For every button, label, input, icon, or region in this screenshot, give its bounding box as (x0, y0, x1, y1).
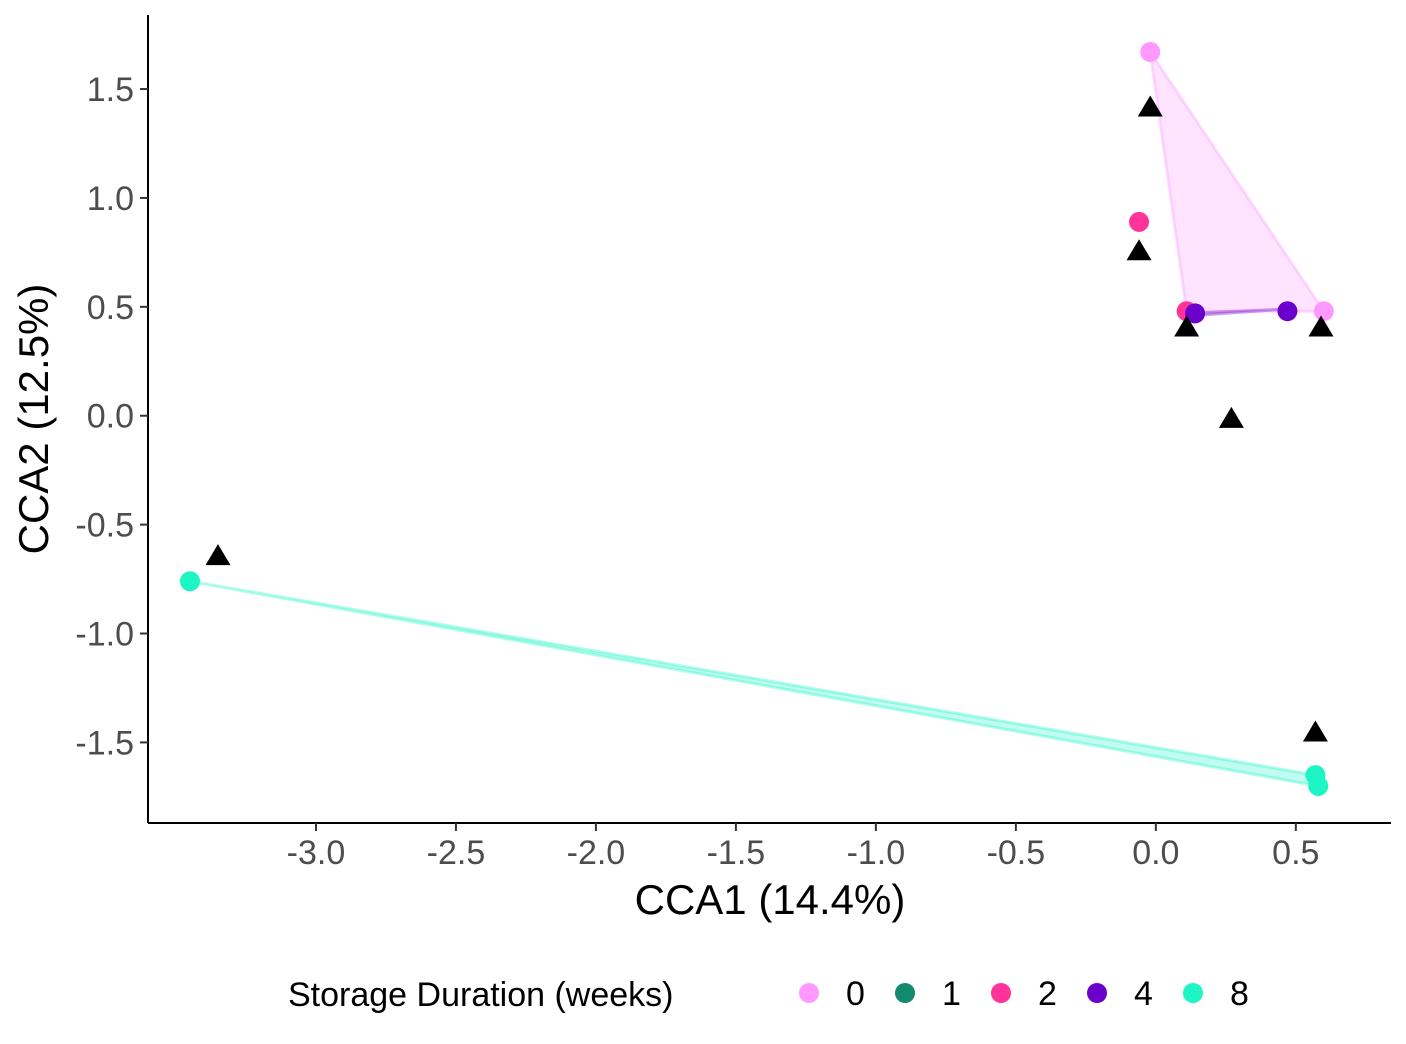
x-tick-label: -1.5 (707, 834, 766, 872)
point-group-4-1 (1277, 301, 1298, 322)
legend-key-8 (1183, 983, 1203, 1003)
y-tick-label: -1.0 (75, 616, 134, 654)
triangle-marker-4 (1218, 406, 1244, 428)
y-tick-label: -0.5 (75, 507, 134, 545)
point-group-0-0 (1140, 42, 1161, 63)
legend-key-0 (799, 983, 819, 1003)
legend-label-0: 0 (846, 975, 865, 1013)
triangle-marker-1 (1126, 239, 1152, 261)
triangle-markers (205, 95, 1334, 742)
legend: Storage Duration (weeks) 0 1 2 4 8 (288, 975, 1249, 1014)
x-tick-label: -3.0 (287, 834, 346, 872)
y-tick-label: 1.0 (87, 180, 134, 218)
point-group-8-2 (1308, 775, 1329, 796)
triangle-marker-5 (205, 544, 231, 566)
legend-label-1: 1 (942, 975, 961, 1013)
legend-key-4 (1087, 983, 1107, 1003)
triangle-marker-3 (1308, 315, 1334, 337)
x-axis-ticks: -3.0 -2.5 -2.0 -1.5 -1.0 -0.5 0.0 0.5 (287, 823, 1319, 872)
point-group-8-0 (179, 571, 200, 592)
triangle-marker-6 (1302, 720, 1328, 742)
point-group-0-1 (1313, 301, 1334, 322)
y-axis-title: CCA2 (12.5%) (10, 284, 57, 555)
x-axis-title: CCA1 (14.4%) (635, 876, 906, 923)
legend-label-8: 8 (1230, 975, 1249, 1013)
x-tick-label: -1.0 (847, 834, 906, 872)
y-axis-ticks: 1.5 1.0 0.5 0.0 -0.5 -1.0 -1.5 (75, 71, 148, 762)
legend-items: 0 1 2 4 8 (799, 975, 1249, 1013)
point-group-2-0 (1129, 211, 1150, 232)
group-hulls (188, 50, 1326, 788)
x-tick-label: -2.0 (567, 834, 626, 872)
legend-title: Storage Duration (weeks) (288, 976, 674, 1014)
triangle-marker-2 (1174, 315, 1200, 337)
sample-points (179, 42, 1334, 796)
y-tick-label: 0.0 (87, 398, 134, 436)
x-tick-label: -0.5 (987, 834, 1046, 872)
point-group-4-0 (1185, 303, 1206, 324)
x-tick-label: 0.0 (1132, 834, 1179, 872)
y-tick-label: -1.5 (75, 724, 134, 762)
legend-key-1 (895, 983, 915, 1003)
hull-group-0 (1148, 50, 1326, 313)
triangle-marker-0 (1137, 95, 1163, 117)
legend-label-2: 2 (1038, 975, 1057, 1013)
x-tick-label: -2.5 (427, 834, 486, 872)
hull-group-8 (188, 579, 1320, 788)
x-tick-label: 0.5 (1272, 834, 1319, 872)
legend-label-4: 4 (1134, 975, 1153, 1013)
legend-key-2 (991, 983, 1011, 1003)
y-tick-label: 0.5 (87, 289, 134, 327)
y-tick-label: 1.5 (87, 71, 134, 109)
